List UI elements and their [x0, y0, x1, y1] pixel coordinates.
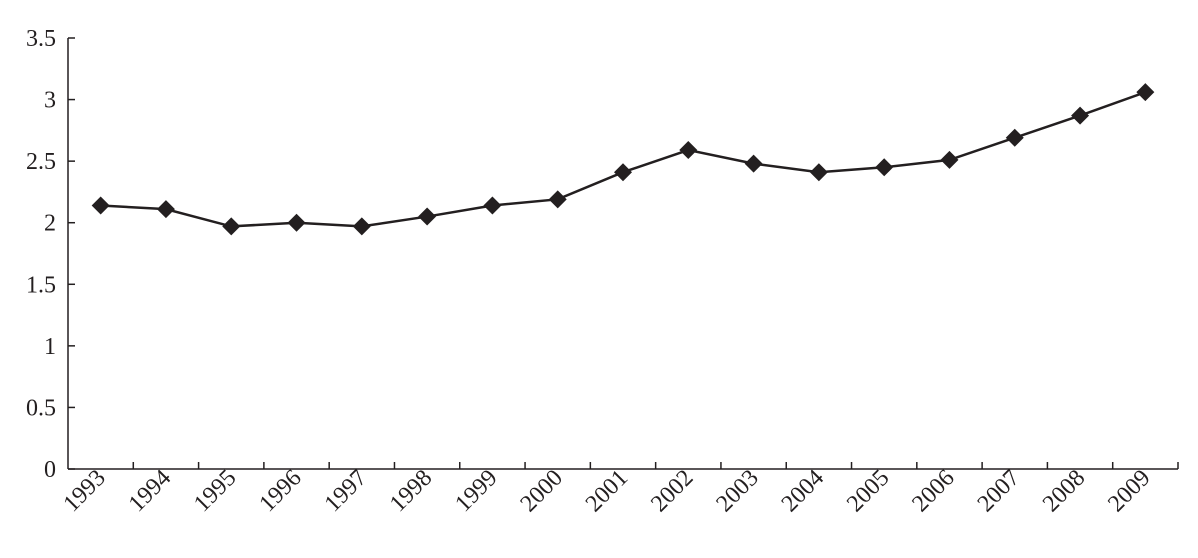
- x-tick-label: 2001: [581, 465, 633, 517]
- x-tick-label: 1994: [124, 465, 176, 517]
- marker: [1071, 106, 1090, 125]
- y-tick-label: 1: [44, 334, 56, 360]
- marker: [744, 154, 763, 173]
- marker: [614, 163, 632, 182]
- x-tick-label: 2007: [973, 465, 1025, 517]
- x-tick-label: 2006: [907, 465, 959, 517]
- marker: [679, 141, 698, 160]
- marker: [222, 217, 241, 236]
- x-tick-label: 1996: [254, 465, 306, 517]
- marker: [809, 163, 828, 182]
- y-tick-label: 2.5: [26, 149, 56, 175]
- marker: [91, 196, 110, 215]
- marker: [156, 200, 175, 219]
- x-tick-label: 2000: [516, 465, 568, 517]
- marker: [875, 158, 894, 177]
- x-tick-label: 2005: [842, 465, 894, 517]
- y-tick-label: 2: [44, 211, 56, 237]
- marker: [352, 217, 371, 236]
- marker: [548, 190, 567, 209]
- series-line: [100, 91, 1146, 228]
- y-tick-label: 3: [44, 88, 56, 114]
- x-tick-label: 1995: [189, 465, 241, 517]
- x-tick-label: 2008: [1038, 465, 1090, 517]
- marker: [483, 196, 502, 215]
- marker: [287, 213, 306, 232]
- x-tick-label: 2004: [777, 465, 829, 517]
- x-tick-label: 1993: [59, 465, 111, 517]
- x-tick-label: 1997: [320, 465, 372, 517]
- x-tick-label: 2003: [712, 465, 764, 517]
- x-tick-label: 2002: [646, 465, 698, 517]
- x-tick-label: 1999: [450, 465, 502, 517]
- marker: [940, 150, 959, 169]
- x-tick-label: 1998: [385, 465, 437, 517]
- marker: [1136, 83, 1155, 102]
- y-tick-label: 0.5: [26, 395, 56, 421]
- marker: [418, 207, 437, 226]
- y-tick-label: 0: [44, 457, 56, 483]
- y-tick-label: 3.5: [26, 26, 56, 52]
- marker: [1005, 128, 1024, 147]
- y-tick-label: 1.5: [26, 272, 56, 298]
- x-tick-label: 2009: [1103, 465, 1155, 517]
